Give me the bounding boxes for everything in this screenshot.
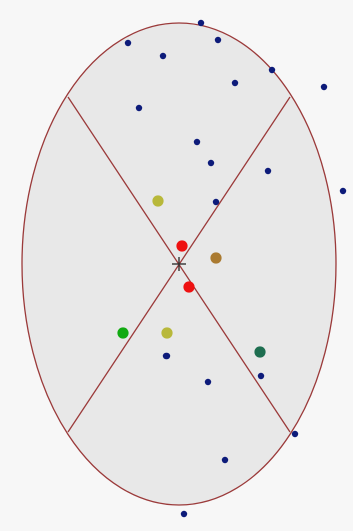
token-dot[interactable] bbox=[254, 346, 266, 358]
small-dot[interactable] bbox=[339, 187, 347, 195]
small-dot[interactable] bbox=[320, 83, 328, 91]
small-dot[interactable] bbox=[159, 52, 167, 60]
small-dot[interactable] bbox=[212, 198, 220, 206]
small-dot[interactable] bbox=[162, 352, 170, 360]
small-dot[interactable] bbox=[268, 66, 276, 74]
small-dot[interactable] bbox=[204, 378, 212, 386]
small-dot[interactable] bbox=[207, 159, 215, 167]
small-dot[interactable] bbox=[214, 36, 222, 44]
small-dot[interactable] bbox=[193, 138, 201, 146]
small-dot[interactable] bbox=[197, 19, 205, 27]
small-dot[interactable] bbox=[257, 372, 265, 380]
token-dot[interactable] bbox=[176, 240, 188, 252]
crosshair-icon bbox=[172, 257, 186, 271]
token-dot[interactable] bbox=[183, 281, 195, 293]
small-dot[interactable] bbox=[180, 510, 188, 518]
small-dot[interactable] bbox=[135, 104, 143, 112]
small-dots-layer bbox=[124, 19, 347, 518]
large-dots-layer bbox=[117, 195, 266, 358]
small-dot[interactable] bbox=[291, 430, 299, 438]
token-dot[interactable] bbox=[161, 327, 173, 339]
small-dot[interactable] bbox=[264, 167, 272, 175]
small-dot[interactable] bbox=[221, 456, 229, 464]
token-dot[interactable] bbox=[152, 195, 164, 207]
token-dot[interactable] bbox=[210, 252, 222, 264]
token-dot[interactable] bbox=[117, 327, 129, 339]
small-dot[interactable] bbox=[124, 39, 132, 47]
small-dot[interactable] bbox=[231, 79, 239, 87]
